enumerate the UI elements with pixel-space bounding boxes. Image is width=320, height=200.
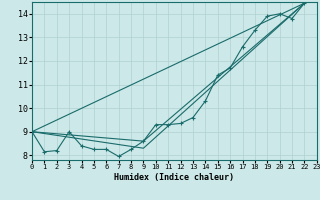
X-axis label: Humidex (Indice chaleur): Humidex (Indice chaleur) [115,173,234,182]
